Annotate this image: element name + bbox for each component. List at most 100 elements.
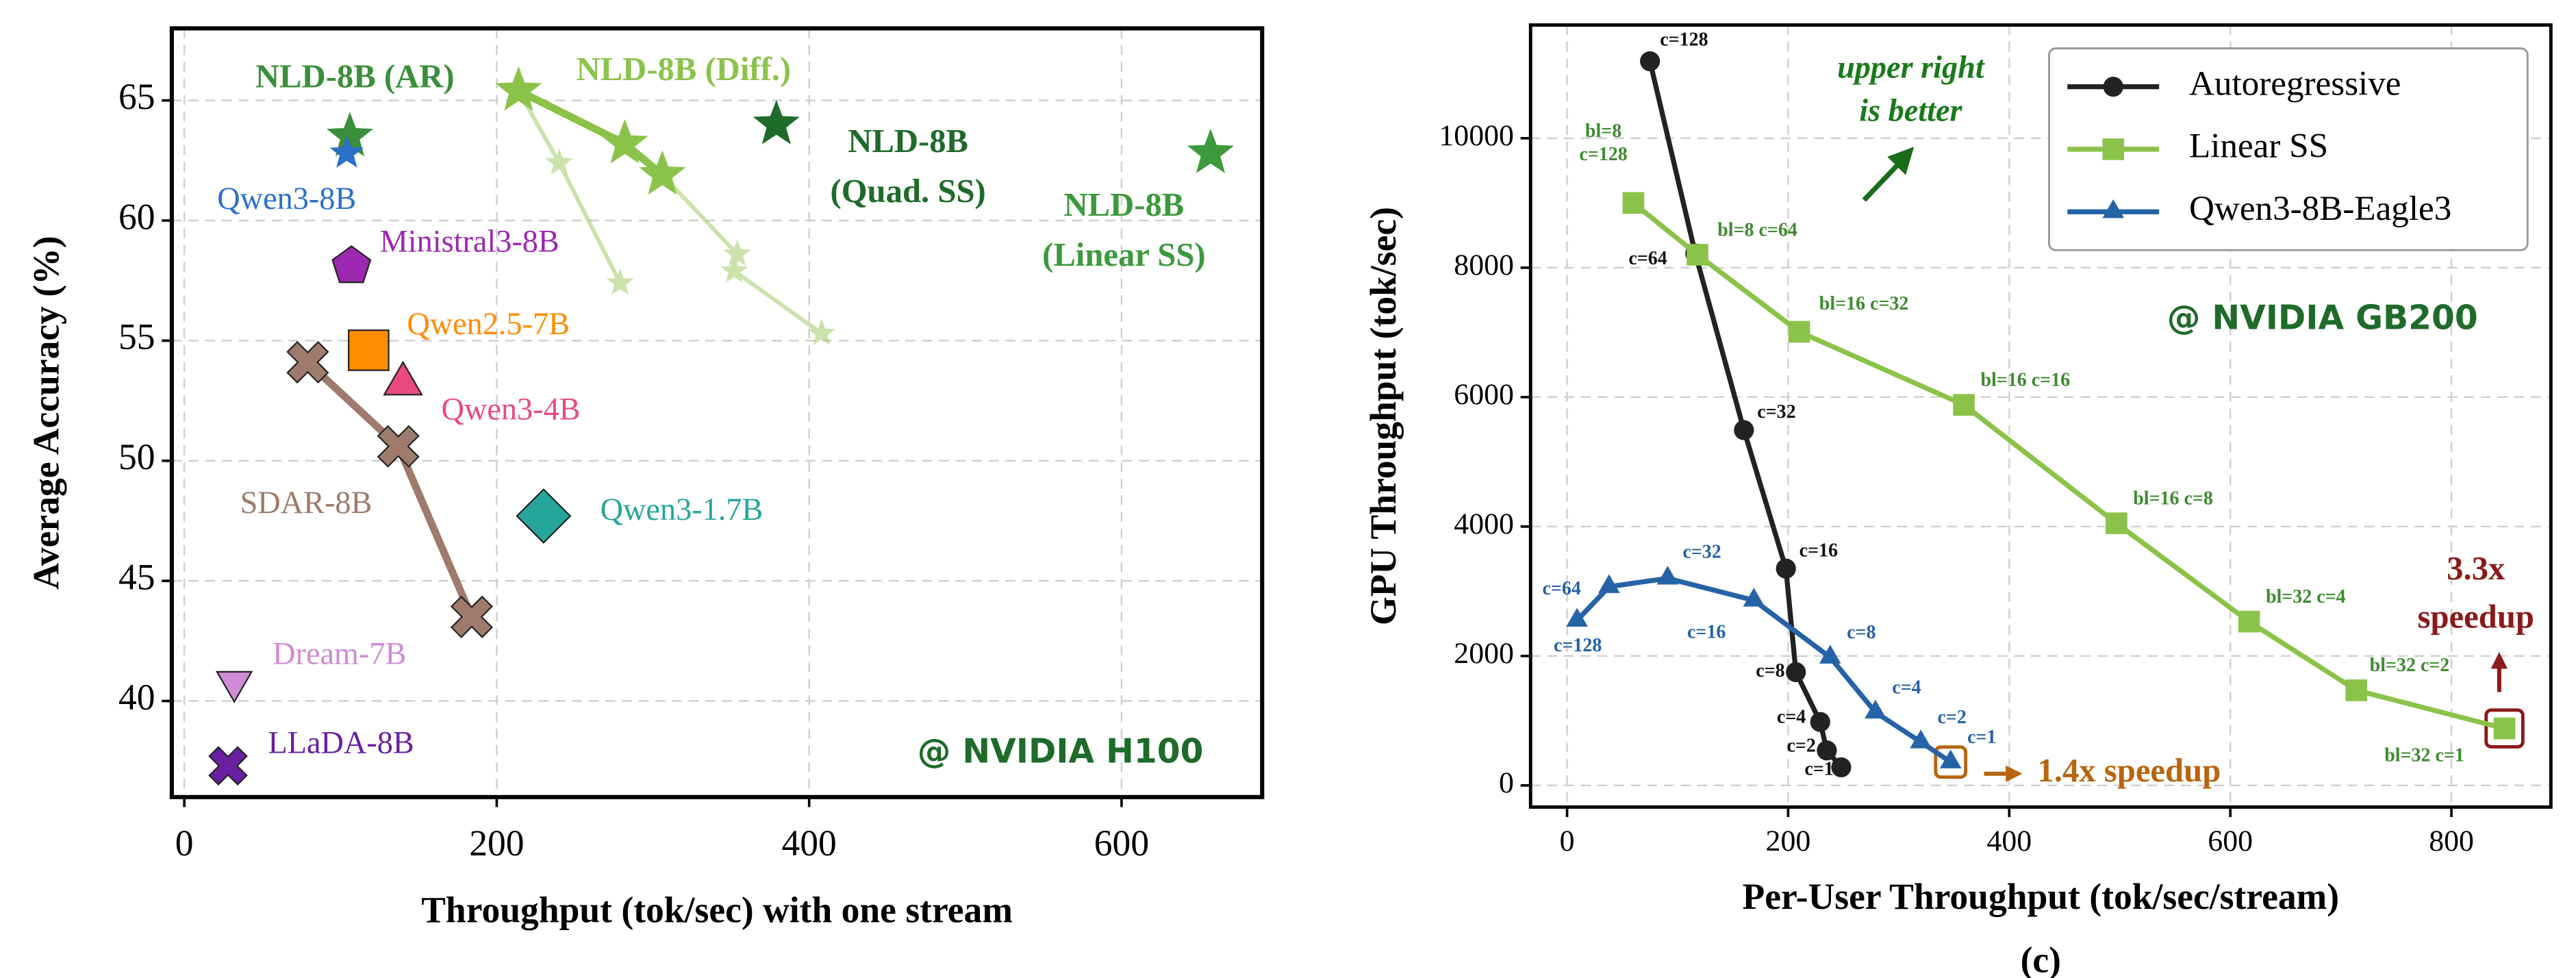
marker — [2238, 610, 2260, 633]
highlight-box — [2484, 708, 2525, 749]
point-label-line: NLD-8B — [1063, 186, 1184, 223]
point-label: c=64 — [1542, 578, 1580, 599]
point-label: c=2 — [1786, 735, 1815, 756]
marker — [1819, 644, 1841, 664]
marker — [2345, 679, 2368, 701]
plot-frame — [169, 26, 1265, 799]
marker — [1831, 757, 1852, 777]
marker — [1788, 321, 1810, 343]
point-label: c=16 — [1800, 540, 1838, 561]
annotation: upper right is better — [1837, 50, 1985, 128]
point-label: Qwen2.5-7B — [407, 307, 570, 342]
marker — [329, 135, 364, 168]
marker — [1656, 566, 1679, 585]
point-label-line: (Quad. SS) — [830, 173, 985, 210]
point-label: SDAR-8B — [240, 486, 372, 521]
series — [331, 245, 372, 284]
point-label: bl=16 c=16 — [1980, 370, 2070, 391]
marker — [1622, 192, 1645, 214]
x-axis-title: Per-User Throughput (tok/sec/stream) — [1743, 876, 2340, 917]
marker — [1776, 558, 1796, 579]
series — [516, 488, 572, 544]
marker — [601, 118, 648, 164]
series-line — [1632, 201, 2505, 731]
point-label: bl=32 c=2 — [2370, 655, 2450, 676]
point-label: c=1 — [1804, 759, 1833, 780]
point-label: Qwen3-4B — [442, 392, 581, 427]
annotation-arrow — [1862, 160, 1903, 202]
x-axis-title: Throughput (tok/sec) with one stream — [421, 890, 1013, 931]
marker — [516, 488, 572, 544]
marker — [1734, 420, 1754, 440]
point-label: bl=8 c=64 — [1717, 219, 1797, 240]
annotation-arrowhead — [2006, 765, 2023, 782]
point-label: bl=16 c=32 — [1819, 293, 1909, 314]
marker — [1810, 712, 1830, 732]
marker — [2493, 717, 2516, 740]
series — [505, 76, 634, 295]
marker — [331, 245, 372, 284]
y-tick-label: 4000 — [1454, 507, 1514, 540]
marker — [286, 340, 329, 384]
legend-marker — [2102, 199, 2125, 218]
x-tick-label: 200 — [469, 823, 524, 864]
series — [286, 340, 494, 638]
marker — [1687, 244, 1708, 266]
marker — [1953, 394, 1975, 416]
point-label: c=16 — [1687, 622, 1726, 643]
marker — [1743, 588, 1765, 607]
annotation-line: is better — [1859, 93, 1962, 128]
x-tick-label: 400 — [1986, 825, 2032, 857]
marker — [1187, 128, 1235, 173]
series — [329, 135, 364, 168]
x-tick-label: 200 — [1766, 825, 1811, 857]
point-label-line: NLD-8B — [848, 123, 968, 160]
y-tick-label: 40 — [118, 677, 155, 718]
point-label: c=4 — [1892, 677, 1921, 698]
series — [753, 99, 800, 145]
marker — [1939, 749, 1962, 768]
marker — [208, 746, 248, 786]
annotation: @ NVIDIA H100 — [918, 733, 1204, 771]
marker — [1598, 574, 1620, 593]
marker — [495, 66, 542, 111]
point-label: c=4 — [1777, 707, 1806, 728]
point-label: c=8 — [1847, 622, 1876, 643]
plot-frame — [1528, 23, 2553, 809]
point-label: bl=32 c=1 — [2384, 744, 2464, 766]
point-label: NLD-8B (Linear SS) — [1042, 186, 1206, 273]
x-tick-label: 0 — [1560, 825, 1575, 857]
marker — [2106, 512, 2127, 534]
marker — [1910, 729, 1932, 749]
point-label: c=128 — [1660, 29, 1708, 51]
x-tick-label: 400 — [782, 823, 837, 864]
y-axis-title: Average Accuracy (%) — [25, 236, 66, 589]
point-label: NLD-8B (Diff.) — [577, 51, 792, 88]
point-label: c=8 — [1756, 660, 1784, 681]
series-line — [661, 173, 823, 336]
caption: (c) — [2021, 940, 2061, 978]
series-line — [1647, 60, 1843, 769]
x-tick-label: 600 — [1094, 823, 1149, 864]
marker — [606, 268, 634, 295]
marker — [383, 360, 423, 396]
point-label: c=32 — [1757, 401, 1795, 423]
point-label-line: (Linear SS) — [1042, 236, 1206, 273]
marker — [1865, 699, 1886, 719]
point-label-line: bl=8 — [1585, 121, 1621, 142]
series — [348, 329, 390, 371]
point-label: bl=8 c=128 — [1579, 121, 1627, 166]
point-label: Dream-7B — [273, 637, 406, 672]
marker — [545, 148, 573, 175]
x-tick-label: 800 — [2429, 825, 2474, 857]
y-tick-label: 65 — [118, 76, 155, 117]
marker — [1640, 51, 1660, 72]
point-label: c=2 — [1937, 707, 1966, 728]
series — [208, 746, 248, 786]
marker — [723, 239, 751, 266]
legend-marker — [2103, 77, 2123, 97]
marker — [377, 425, 420, 468]
marker — [807, 318, 836, 346]
y-axis-title: GPU Throughput (tok/sec) — [1363, 207, 1404, 625]
legend-label: Autoregressive — [2189, 64, 2401, 103]
